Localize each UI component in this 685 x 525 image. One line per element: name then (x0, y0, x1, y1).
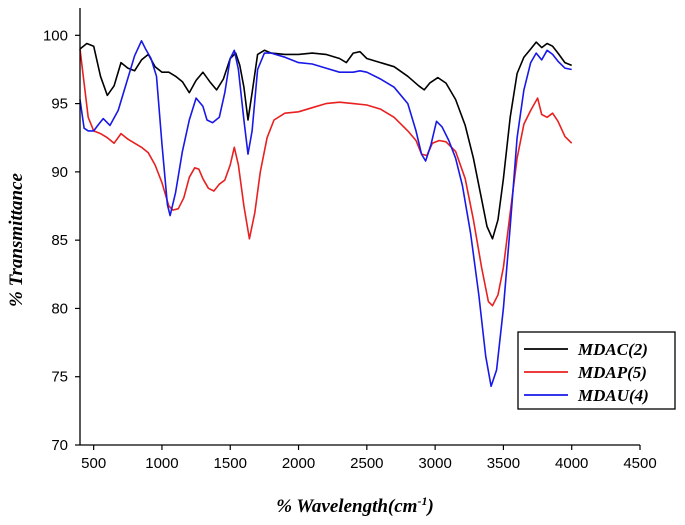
y-axis-title: % Transmittance (6, 172, 27, 306)
x-tick-label: 3000 (418, 455, 451, 472)
x-tick-label: 4500 (623, 455, 656, 472)
x-tick-label: 3500 (487, 455, 520, 472)
x-tick-label: 500 (81, 455, 106, 472)
x-tick-label: 4000 (555, 455, 588, 472)
x-axis-title: % Wavelength(cm-1) (276, 494, 434, 517)
axes-layer (79, 8, 640, 446)
x-axis-title-sup: -1 (417, 494, 427, 508)
x-tick-label: 1000 (145, 455, 178, 472)
x-tick-label: 2500 (350, 455, 383, 472)
ticks-layer: 70 75 80 85 90 95 100 500 1000 1500 2000 2500 3000 35… (43, 27, 657, 472)
series-layer (79, 40, 573, 388)
y-tick-label: 75 (51, 369, 68, 386)
legend-label: MDAU(4) (577, 386, 649, 405)
y-tick-label: 80 (51, 300, 68, 317)
legend-label: MDAC(2) (577, 340, 648, 359)
x-tick-label: 1500 (214, 455, 247, 472)
y-tick-label: 90 (51, 164, 68, 181)
x-tick-label: 2000 (282, 455, 315, 472)
y-tick-label: 70 (51, 437, 68, 454)
series-line-mdau-4 (79, 40, 572, 388)
y-tick-label: 85 (51, 232, 68, 249)
legend: MDAC(2) MDAP(5) MDAU(4) (517, 331, 676, 410)
series-line-mdac-2 (79, 41, 573, 240)
y-tick-label: 100 (43, 27, 68, 44)
legend-label: MDAP(5) (577, 363, 647, 382)
x-axis-title-main: % Wavelength(cm (276, 496, 417, 517)
legend-box (517, 331, 676, 410)
series-line-mdap-5 (79, 48, 573, 307)
x-axis-title-close: ) (425, 496, 433, 517)
y-tick-label: 95 (51, 96, 68, 113)
